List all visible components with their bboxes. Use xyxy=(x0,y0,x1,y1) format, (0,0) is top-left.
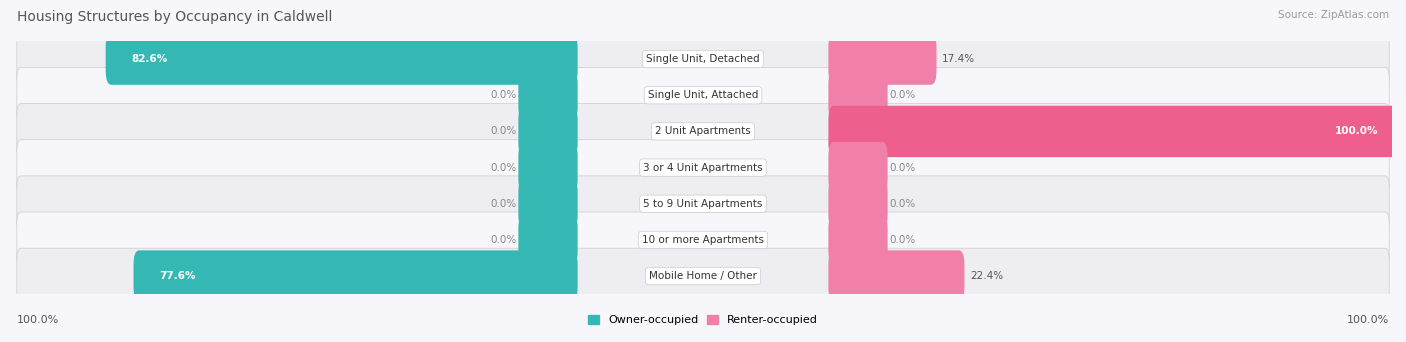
Text: 0.0%: 0.0% xyxy=(491,127,517,136)
FancyBboxPatch shape xyxy=(17,212,1389,268)
Text: 0.0%: 0.0% xyxy=(889,162,915,173)
Text: 10 or more Apartments: 10 or more Apartments xyxy=(643,235,763,245)
Text: 0.0%: 0.0% xyxy=(491,90,517,100)
Text: 22.4%: 22.4% xyxy=(970,271,1002,281)
Text: 0.0%: 0.0% xyxy=(889,235,915,245)
Text: 77.6%: 77.6% xyxy=(160,271,197,281)
FancyBboxPatch shape xyxy=(17,248,1389,304)
Legend: Owner-occupied, Renter-occupied: Owner-occupied, Renter-occupied xyxy=(583,310,823,330)
Text: 100.0%: 100.0% xyxy=(1334,127,1378,136)
FancyBboxPatch shape xyxy=(519,178,578,229)
Text: 2 Unit Apartments: 2 Unit Apartments xyxy=(655,127,751,136)
FancyBboxPatch shape xyxy=(17,104,1389,159)
Text: 0.0%: 0.0% xyxy=(491,162,517,173)
Text: Single Unit, Detached: Single Unit, Detached xyxy=(647,54,759,64)
FancyBboxPatch shape xyxy=(519,142,578,193)
FancyBboxPatch shape xyxy=(105,34,578,85)
FancyBboxPatch shape xyxy=(17,31,1389,87)
FancyBboxPatch shape xyxy=(17,67,1389,123)
Text: 82.6%: 82.6% xyxy=(132,54,169,64)
Text: 100.0%: 100.0% xyxy=(1347,315,1389,325)
Text: 0.0%: 0.0% xyxy=(491,199,517,209)
FancyBboxPatch shape xyxy=(828,142,887,193)
Text: 0.0%: 0.0% xyxy=(491,235,517,245)
FancyBboxPatch shape xyxy=(519,214,578,265)
Text: Single Unit, Attached: Single Unit, Attached xyxy=(648,90,758,100)
FancyBboxPatch shape xyxy=(519,70,578,121)
FancyBboxPatch shape xyxy=(828,250,965,302)
FancyBboxPatch shape xyxy=(17,140,1389,195)
FancyBboxPatch shape xyxy=(828,106,1398,157)
Text: 0.0%: 0.0% xyxy=(889,199,915,209)
FancyBboxPatch shape xyxy=(17,176,1389,232)
FancyBboxPatch shape xyxy=(519,106,578,157)
FancyBboxPatch shape xyxy=(828,34,936,85)
Text: 100.0%: 100.0% xyxy=(17,315,59,325)
Text: 17.4%: 17.4% xyxy=(942,54,976,64)
FancyBboxPatch shape xyxy=(134,250,578,302)
FancyBboxPatch shape xyxy=(828,70,887,121)
Text: Housing Structures by Occupancy in Caldwell: Housing Structures by Occupancy in Caldw… xyxy=(17,10,332,24)
FancyBboxPatch shape xyxy=(828,178,887,229)
FancyBboxPatch shape xyxy=(828,214,887,265)
Text: 0.0%: 0.0% xyxy=(889,90,915,100)
Text: Source: ZipAtlas.com: Source: ZipAtlas.com xyxy=(1278,10,1389,20)
Text: Mobile Home / Other: Mobile Home / Other xyxy=(650,271,756,281)
Text: 5 to 9 Unit Apartments: 5 to 9 Unit Apartments xyxy=(644,199,762,209)
Text: 3 or 4 Unit Apartments: 3 or 4 Unit Apartments xyxy=(643,162,763,173)
